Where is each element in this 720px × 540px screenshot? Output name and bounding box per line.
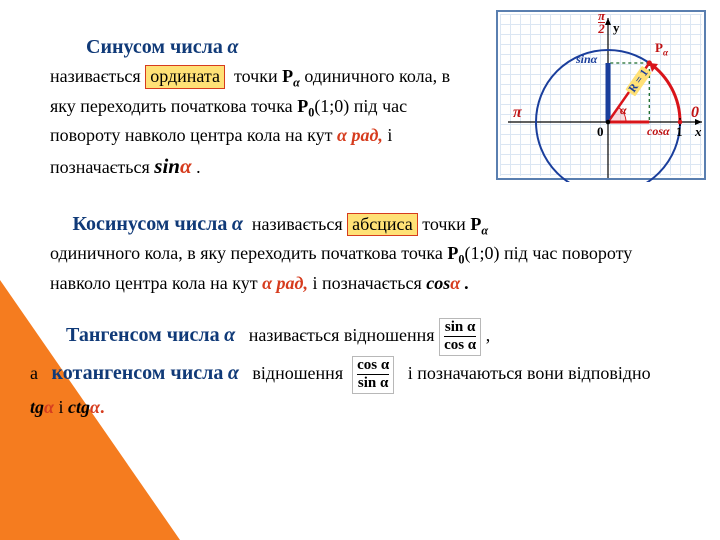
highlight-abscissa: абсциса <box>347 213 418 237</box>
tg-a: α <box>44 397 54 417</box>
diagram-svg <box>498 12 708 182</box>
sine-dot: . <box>192 157 201 177</box>
cos-t3: одиничного кола, в яку переходить початк… <box>50 243 447 263</box>
label-one: 1 <box>676 124 683 140</box>
cos-rad: α рад, <box>262 273 308 293</box>
label-x-axis: x <box>695 124 702 140</box>
label-alpha-angle: α <box>620 103 627 118</box>
fraction-cos-sin: cos α sin α <box>352 356 394 394</box>
definition-tangent: Тангенсом числа α називається відношення… <box>30 318 670 422</box>
tg-fn: tg <box>30 397 44 417</box>
cos-dot: . <box>460 273 469 293</box>
label-origin: 0 <box>597 124 604 140</box>
sine-fn-a: α <box>180 154 192 178</box>
sine-Pa: Pα <box>282 66 304 86</box>
tan-and1: і позначаються вони відповідно <box>408 363 651 383</box>
term-tan: Тангенсом числа <box>66 324 220 346</box>
cos-t2: точки <box>422 214 466 234</box>
sine-rad: α рад, <box>337 125 383 145</box>
sine-t2: точки <box>234 66 278 86</box>
term-cos-a: α <box>232 213 243 235</box>
sine-fn: sin <box>154 154 180 178</box>
term-tan-a: α <box>224 324 235 346</box>
label-sina: sinα <box>576 52 597 67</box>
term-cot: котангенсом числа <box>52 362 224 384</box>
tan-t3: відношення <box>252 363 343 383</box>
term-sine: Синусом числа <box>86 36 223 58</box>
sine-t1: називається <box>50 66 141 86</box>
cos-Pa: Pα <box>470 214 488 234</box>
tan-and2: і <box>58 397 63 417</box>
definition-cosine: Косинусом числа α називається абсциса то… <box>50 209 690 298</box>
unit-circle-diagram: π 2 y π 0 1 x 0 sinα cosα R = 1 Pα α <box>496 10 706 180</box>
highlight-ordinate: ордината <box>145 65 225 89</box>
term-cos: Косинусом числа <box>73 213 228 235</box>
cos-P0: P0 <box>447 243 464 263</box>
cos-t4: і позначається <box>308 273 426 293</box>
tan-t1: називається відношення <box>249 325 435 345</box>
tan-t2: а <box>30 363 38 383</box>
cos-fn: cos <box>426 273 450 293</box>
cos-fn-a: α <box>450 273 460 293</box>
term-sine-alpha: α <box>227 36 238 58</box>
definition-sine: Синусом числа α називається ордината точ… <box>50 32 480 183</box>
label-pi-half: π 2 <box>598 10 605 34</box>
slide-content: Синусом числа α називається ордината точ… <box>0 0 720 540</box>
sine-P0: P0 <box>297 96 314 116</box>
fraction-sin-cos: sin α cos α <box>439 318 481 356</box>
label-pi: π <box>513 104 522 122</box>
label-zero-angle: 0 <box>691 104 699 122</box>
tan-dot: . <box>100 397 105 417</box>
ctg-a: α <box>90 397 100 417</box>
label-Pa: Pα <box>655 40 668 58</box>
cos-t1: називається <box>252 214 343 234</box>
label-cosa: cosα <box>647 124 670 139</box>
ctg-fn: ctg <box>68 397 90 417</box>
label-y-axis: y <box>613 20 620 36</box>
term-cot-a: α <box>228 362 239 384</box>
